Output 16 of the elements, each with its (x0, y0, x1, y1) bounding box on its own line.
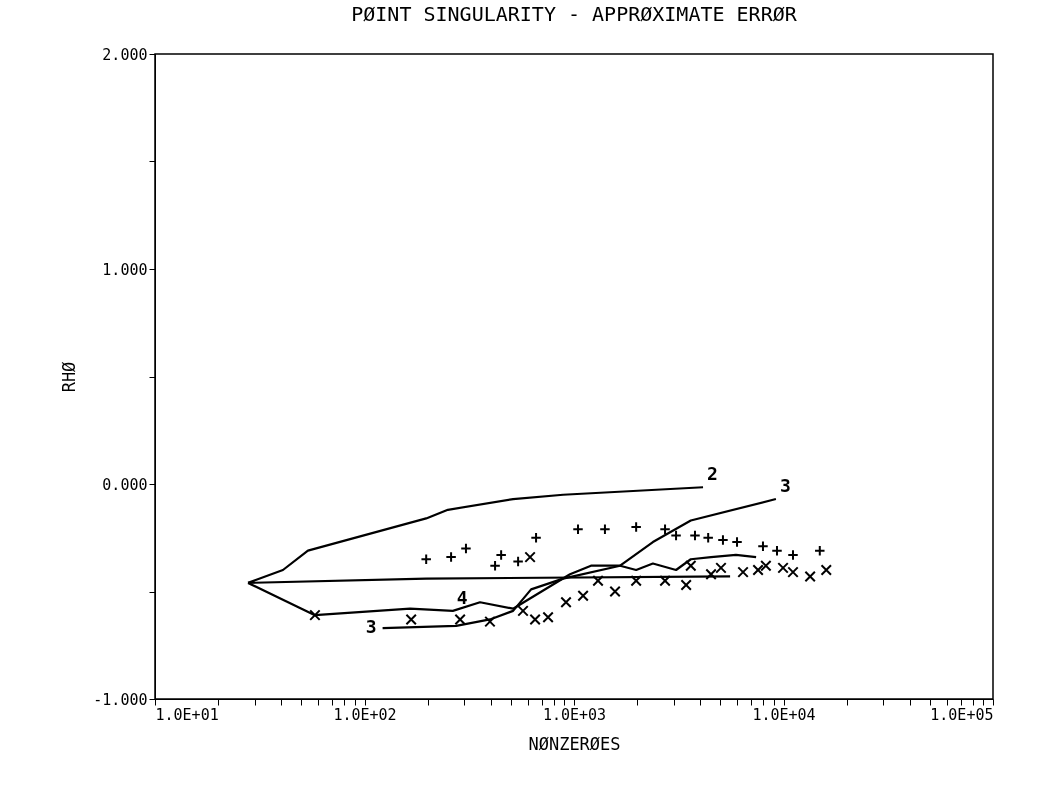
y-axis-title: RHØ (59, 361, 80, 393)
y-tick-label: 0.000 (102, 475, 148, 494)
x-tick-label: 1.0E+04 (752, 705, 816, 724)
x-tick-label: 1.0E+02 (333, 705, 397, 724)
x-tick-label: 1.0E+03 (542, 705, 607, 724)
annotation: 3 (365, 616, 377, 638)
annotation: 2 (707, 463, 718, 485)
y-tick-label: 2.000 (102, 45, 148, 64)
y-tick-label: 1.000 (102, 260, 148, 279)
x-axis-title: NØNZERØES (528, 733, 621, 754)
x-tick-label: 1.0E+01 (155, 705, 219, 724)
y-tick-label: -1.000 (93, 690, 148, 709)
annotation: 4 (456, 586, 468, 608)
annotation: 3 (779, 475, 791, 497)
chart-title: PØINT SINGULARITY - APPRØXIMATE ERRØR (351, 2, 798, 26)
x-tick-label: 1.0E+05 (930, 705, 994, 724)
